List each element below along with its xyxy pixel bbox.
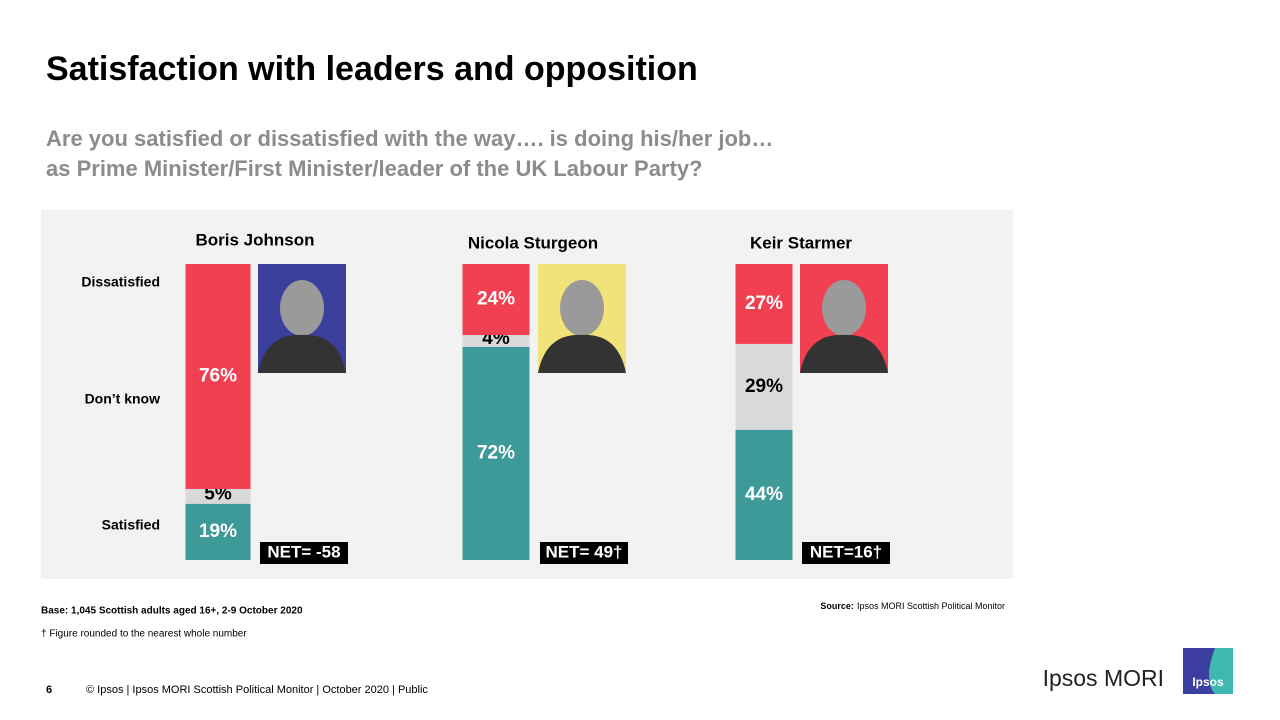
bar-segment: [185, 503, 251, 560]
page-number: 6: [46, 684, 52, 696]
net-box: [260, 542, 348, 564]
slide-title: Satisfaction with leaders and opposition: [46, 50, 698, 88]
net-label: NET= -58: [267, 542, 340, 561]
bar-segment: [735, 343, 793, 430]
net-label: NET=16†: [810, 542, 882, 561]
source-label: Source:: [820, 601, 854, 611]
row-label: Don’t know: [85, 391, 161, 407]
leader-name: Keir Starmer: [750, 233, 852, 252]
subtitle-line: as Prime Minister/First Minister/leader …: [46, 156, 703, 181]
leader-name: Boris Johnson: [195, 230, 314, 249]
bar-segment: [462, 346, 530, 560]
photo-face: [280, 280, 324, 336]
photo-face: [560, 280, 604, 336]
source: Source: Ipsos MORI Scottish Political Mon…: [820, 601, 1005, 611]
photo-shoulders: [258, 334, 346, 373]
logo-text: Ipsos: [1192, 675, 1224, 689]
copyright: © Ipsos | Ipsos MORI Scottish Political …: [86, 684, 428, 696]
bar-segment: [735, 264, 793, 344]
value-label: 24%: [477, 289, 515, 310]
base-note: Base: 1,045 Scottish adults aged 16+, 2-…: [41, 606, 303, 617]
source-text: Ipsos MORI Scottish Political Monitor: [857, 601, 1005, 611]
bar-segment: [185, 264, 251, 489]
bar-segment: [735, 429, 793, 560]
net-box: [540, 542, 628, 564]
net-box: [802, 542, 890, 564]
value-label: 72%: [477, 442, 515, 463]
row-label: Dissatisfied: [81, 274, 160, 290]
brand: Ipsos MORI: [1043, 665, 1164, 691]
net-label: NET= 49†: [545, 542, 622, 561]
photo-shoulders: [538, 334, 626, 373]
row-label: Satisfied: [102, 517, 160, 533]
value-label: 44%: [745, 484, 783, 505]
value-label: 19%: [199, 521, 237, 542]
footnote: † Figure rounded to the nearest whole nu…: [41, 629, 247, 640]
leader-name: Nicola Sturgeon: [468, 233, 598, 252]
photo-shoulders: [800, 334, 888, 373]
bar-segment: [462, 335, 530, 347]
photo-face: [822, 280, 866, 336]
subtitle-line: Are you satisfied or dissatisfied with t…: [46, 126, 773, 151]
logo-accent: [1209, 648, 1233, 694]
value-label: 29%: [745, 376, 783, 397]
value-label: 76%: [199, 365, 237, 386]
bar-segment: [462, 264, 530, 336]
bar-segment: [185, 488, 251, 504]
value-label: 27%: [745, 293, 783, 314]
